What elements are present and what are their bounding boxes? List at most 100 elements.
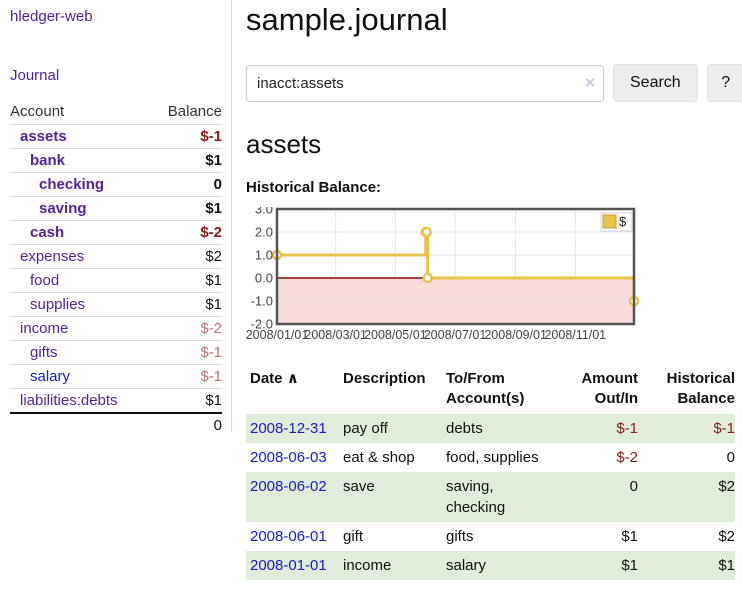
- accounts-header-account: Account: [10, 103, 65, 120]
- txn-balance: $1: [718, 556, 735, 574]
- account-link-expenses[interactable]: expenses: [20, 248, 85, 265]
- register-table: Date ∧ Description To/From Account(s) Am…: [246, 367, 735, 580]
- txn-amount: $-2: [616, 448, 638, 466]
- svg-text:-1.0: -1.0: [251, 294, 273, 309]
- account-row: bank $1: [10, 148, 222, 173]
- txn-balance: $2: [718, 527, 735, 545]
- account-balance: $-1: [150, 124, 222, 149]
- txn-amount: 0: [629, 477, 638, 495]
- register-header-accounts: To/From Account(s): [446, 370, 525, 408]
- svg-text:0.0: 0.0: [255, 271, 273, 286]
- account-row: saving $1: [10, 196, 222, 221]
- accounts-table: Account Balance assets $-1 bank $1 check…: [10, 100, 222, 437]
- account-link-bank[interactable]: bank: [30, 152, 66, 169]
- page-title: sample.journal: [246, 2, 448, 37]
- account-row: expenses $2: [10, 244, 222, 269]
- account-balance: $2: [150, 244, 222, 269]
- svg-text:2008/01/01: 2008/01/01: [246, 328, 308, 342]
- main-content: sample.journal × Search ? assets Histori…: [232, 0, 742, 600]
- sidebar: hledger-web Journal Account Balance asse…: [0, 0, 232, 437]
- account-link-income[interactable]: income: [20, 320, 69, 337]
- svg-text:2.0: 2.0: [255, 225, 273, 240]
- register-row: 2008-06-02 save saving, checking 0 $2: [246, 471, 735, 522]
- account-balance: $-2: [150, 220, 222, 245]
- chart-title: Historical Balance:: [246, 179, 382, 196]
- txn-description: pay off: [343, 419, 388, 437]
- search-input[interactable]: [246, 64, 604, 102]
- svg-text:-2.0: -2.0: [251, 317, 273, 332]
- account-balance: $-2: [150, 316, 222, 341]
- account-link-cash[interactable]: cash: [30, 224, 65, 241]
- account-balance: $1: [150, 268, 222, 293]
- accounts-total-value: 0: [150, 412, 222, 437]
- txn-date-link[interactable]: 2008-06-01: [250, 527, 327, 545]
- svg-text:1.0: 1.0: [255, 248, 273, 263]
- account-balance: $1: [150, 388, 222, 413]
- accounts-header-balance: Balance: [167, 103, 222, 120]
- account-link-checking[interactable]: checking: [39, 176, 105, 193]
- account-row: checking 0: [10, 172, 222, 197]
- register-row: 2008-01-01 income salary $1 $1: [246, 550, 735, 580]
- account-balance: $-1: [150, 340, 222, 365]
- txn-description: eat & shop: [343, 448, 415, 466]
- txn-balance: $-1: [713, 419, 735, 437]
- account-row: income $-2: [10, 316, 222, 341]
- txn-accounts: saving, checking: [446, 477, 506, 516]
- sidebar-item-journal[interactable]: Journal: [10, 67, 60, 84]
- account-link-food[interactable]: food: [30, 272, 60, 289]
- svg-text:$: $: [619, 214, 627, 229]
- txn-balance: 0: [726, 448, 735, 466]
- svg-text:2008/05/01: 2008/05/01: [364, 328, 427, 342]
- accounts-total-row: 0: [10, 412, 222, 437]
- txn-date-link[interactable]: 2008-12-31: [250, 419, 327, 437]
- register-header-description: Description: [343, 370, 426, 387]
- txn-accounts: gifts: [446, 527, 474, 545]
- txn-accounts: debts: [446, 419, 483, 437]
- account-balance: $1: [150, 196, 222, 221]
- account-balance: $1: [150, 148, 222, 173]
- account-link-supplies[interactable]: supplies: [30, 296, 86, 313]
- register-row: 2008-06-03 eat & shop food, supplies $-2…: [246, 443, 735, 472]
- search-form: × Search ?: [246, 64, 742, 102]
- register-header-date[interactable]: Date ∧: [250, 370, 299, 387]
- clear-search-icon[interactable]: ×: [585, 72, 595, 92]
- account-row: supplies $1: [10, 292, 222, 317]
- txn-balance: $2: [718, 477, 735, 495]
- account-balance: $1: [150, 292, 222, 317]
- svg-text:2008/09/01: 2008/09/01: [484, 328, 547, 342]
- account-link-assets[interactable]: assets: [20, 128, 67, 145]
- register-row: 2008-06-01 gift gifts $1 $2: [246, 522, 735, 551]
- account-row: cash $-2: [10, 220, 222, 245]
- txn-date-link[interactable]: 2008-01-01: [250, 556, 327, 574]
- register-header-balance: Historical Balance: [666, 370, 735, 408]
- txn-amount: $1: [621, 556, 638, 574]
- txn-date-link[interactable]: 2008-06-03: [250, 448, 327, 466]
- svg-text:2008/11/01: 2008/11/01: [544, 328, 606, 342]
- search-button[interactable]: Search: [613, 64, 698, 102]
- app-title-link[interactable]: hledger-web: [10, 8, 93, 25]
- account-link-liabilities-debts[interactable]: liabilities:debts: [20, 392, 118, 409]
- txn-amount: $1: [621, 527, 638, 545]
- svg-text:3.0: 3.0: [255, 207, 273, 217]
- txn-description: gift: [343, 527, 364, 545]
- search-help-button[interactable]: ?: [706, 64, 742, 102]
- account-row: salary $-1: [10, 364, 222, 389]
- sort-asc-icon: ∧: [286, 370, 299, 387]
- account-row: food $1: [10, 268, 222, 293]
- txn-date-link[interactable]: 2008-06-02: [250, 477, 327, 495]
- account-row: liabilities:debts $1: [10, 388, 222, 413]
- account-link-gifts[interactable]: gifts: [30, 344, 58, 361]
- txn-amount: $-1: [616, 419, 638, 437]
- svg-text:2008/03/01: 2008/03/01: [304, 328, 367, 342]
- register-row: 2008-12-31 pay off debts $-1 $-1: [246, 413, 735, 443]
- account-row: assets $-1: [10, 124, 222, 149]
- account-link-saving[interactable]: saving: [39, 200, 87, 217]
- account-row: gifts $-1: [10, 340, 222, 365]
- account-balance: 0: [150, 172, 222, 197]
- account-heading: assets: [246, 129, 322, 159]
- account-link-salary[interactable]: salary: [30, 368, 71, 385]
- txn-accounts: salary: [446, 556, 487, 574]
- register-header-row: Date ∧ Description To/From Account(s) Am…: [246, 367, 735, 414]
- historical-balance-chart: $3.0 2.0 1.0 0.0 -1.0 -2.0 2008/01/01 2008/03/0…: [246, 202, 646, 353]
